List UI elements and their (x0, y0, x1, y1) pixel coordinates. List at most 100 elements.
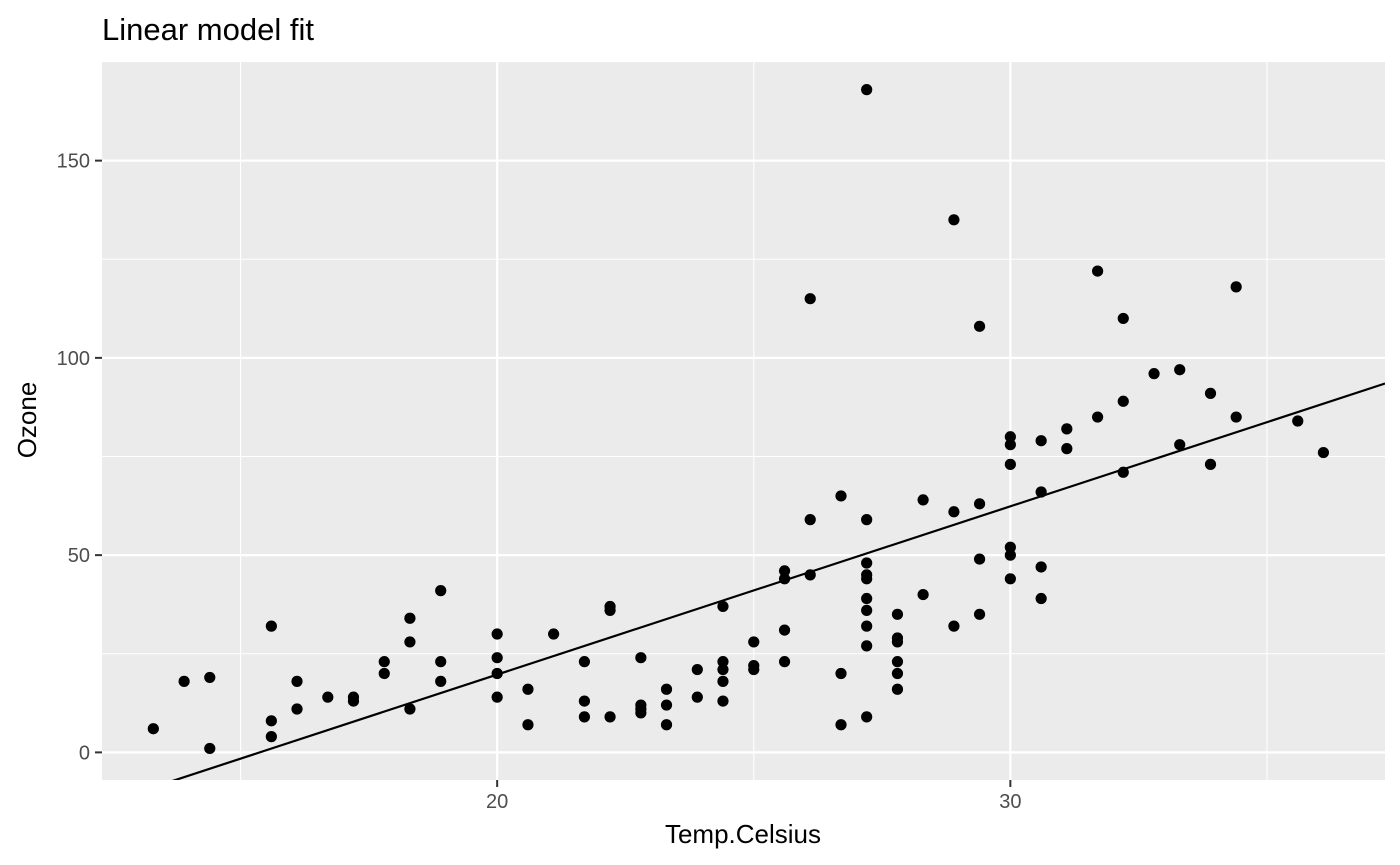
data-point (748, 636, 760, 648)
x-tick-label: 20 (486, 791, 508, 813)
data-point (861, 84, 873, 96)
axis-ticks (95, 159, 1012, 787)
data-point (691, 663, 703, 676)
data-point (717, 656, 729, 668)
data-point (291, 675, 303, 687)
data-point (522, 719, 534, 731)
data-point (1230, 281, 1242, 293)
data-point (748, 663, 760, 676)
regression-line (171, 382, 1385, 780)
data-point (265, 731, 277, 743)
data-point (1204, 458, 1217, 470)
data-point (948, 620, 960, 632)
data-point (973, 498, 986, 510)
data-point (891, 667, 904, 680)
x-tick-label: 30 (999, 791, 1021, 813)
data-point (435, 585, 447, 597)
data-point (861, 604, 873, 616)
data-point (861, 573, 873, 585)
data-point (265, 620, 277, 632)
y-tick-label: 0 (79, 742, 90, 764)
data-point (291, 703, 303, 715)
data-point (861, 557, 873, 569)
data-point (1004, 431, 1016, 443)
data-point (204, 742, 216, 755)
data-point (948, 506, 960, 518)
data-point (1317, 446, 1330, 459)
data-point (1092, 265, 1104, 277)
data-point (322, 691, 334, 703)
data-point (891, 683, 904, 695)
data-point (691, 691, 703, 703)
data-point (861, 711, 873, 723)
data-points (147, 84, 1330, 755)
data-point (548, 628, 560, 640)
data-point (717, 695, 729, 707)
x-axis-title: Temp.Celsius (665, 819, 821, 849)
data-point (973, 608, 986, 620)
data-point (404, 612, 416, 624)
data-point (717, 663, 729, 676)
data-point (604, 604, 616, 616)
data-point (1148, 368, 1160, 380)
data-point (861, 592, 873, 605)
data-point (1035, 592, 1047, 605)
data-point (1004, 541, 1016, 553)
data-point (1117, 395, 1129, 407)
data-point (635, 652, 647, 664)
data-point (778, 656, 791, 668)
data-point (1004, 549, 1016, 561)
data-point (717, 600, 729, 613)
data-point (404, 703, 416, 715)
data-point (178, 675, 190, 687)
data-point (378, 656, 390, 668)
data-point (578, 711, 591, 723)
data-point (635, 707, 647, 719)
data-point (1061, 423, 1073, 435)
y-tick-label: 100 (57, 348, 90, 370)
y-tick-label: 150 (57, 151, 90, 173)
tick-labels: 0 50 100 150 20 30 (57, 151, 1022, 813)
data-point (1004, 573, 1016, 585)
major-gridlines (102, 62, 1385, 780)
data-point (1092, 411, 1104, 423)
data-point (778, 565, 791, 577)
data-point (861, 514, 873, 526)
data-point (778, 624, 791, 636)
data-point (861, 640, 873, 652)
data-point (1174, 439, 1186, 451)
data-point (804, 293, 816, 305)
data-point (204, 671, 216, 684)
data-point (891, 656, 904, 668)
data-point (835, 719, 847, 731)
data-point (891, 608, 904, 620)
data-point (973, 320, 986, 332)
data-point (578, 695, 591, 707)
data-point (1061, 443, 1073, 455)
y-tick-label: 50 (68, 545, 90, 567)
data-point (835, 667, 847, 680)
data-point (578, 656, 591, 668)
data-point (522, 683, 534, 695)
data-point (948, 214, 960, 226)
data-point (1230, 411, 1242, 423)
data-point (917, 494, 929, 506)
data-point (835, 490, 847, 502)
data-point (378, 667, 390, 680)
data-point (347, 695, 360, 707)
plot-panel (102, 62, 1385, 780)
data-point (491, 628, 503, 640)
data-point (1117, 312, 1129, 325)
data-point (660, 719, 673, 731)
data-point (1004, 439, 1016, 451)
data-point (147, 723, 159, 735)
data-point (435, 656, 447, 668)
y-axis-title: Ozone (12, 382, 42, 459)
data-point (491, 652, 503, 664)
data-point (660, 683, 673, 695)
data-point (917, 588, 929, 601)
chart-title: Linear model fit (102, 12, 314, 47)
data-point (604, 711, 616, 723)
data-point (891, 636, 904, 648)
